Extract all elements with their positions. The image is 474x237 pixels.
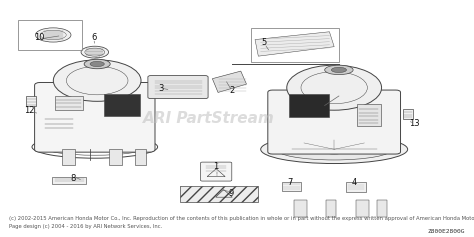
Text: 12: 12	[24, 106, 35, 115]
Bar	[282, 182, 301, 191]
Bar	[135, 149, 146, 165]
Bar	[251, 28, 339, 62]
Text: Page design (c) 2004 - 2016 by ARI Network Services, Inc.: Page design (c) 2004 - 2016 by ARI Netwo…	[9, 224, 162, 229]
Text: 7: 7	[287, 178, 293, 187]
Text: ARI PartStream: ARI PartStream	[143, 111, 274, 126]
Text: !: !	[215, 172, 217, 177]
Bar	[356, 200, 369, 217]
Bar	[18, 20, 82, 50]
Ellipse shape	[261, 135, 408, 164]
Ellipse shape	[90, 61, 104, 67]
FancyBboxPatch shape	[148, 76, 208, 99]
Bar	[62, 149, 75, 165]
Bar	[403, 109, 413, 118]
Bar	[52, 177, 86, 184]
Text: 5: 5	[262, 38, 267, 47]
Text: 2: 2	[229, 86, 235, 95]
Ellipse shape	[325, 65, 353, 75]
Ellipse shape	[36, 28, 71, 42]
Ellipse shape	[81, 46, 109, 58]
Text: 4: 4	[352, 178, 357, 187]
Polygon shape	[212, 71, 246, 92]
Bar	[294, 200, 307, 217]
Bar	[104, 94, 140, 116]
Text: 3: 3	[158, 84, 164, 93]
FancyBboxPatch shape	[35, 82, 155, 152]
Ellipse shape	[319, 145, 349, 154]
Text: 13: 13	[410, 119, 420, 128]
Bar	[109, 149, 122, 165]
Bar	[26, 96, 36, 106]
Text: 9: 9	[228, 189, 234, 198]
Ellipse shape	[287, 65, 382, 110]
Ellipse shape	[276, 139, 392, 160]
Text: 6: 6	[91, 33, 97, 42]
FancyBboxPatch shape	[201, 162, 232, 181]
Text: (c) 2002-2015 American Honda Motor Co., Inc. Reproduction of the contents of thi: (c) 2002-2015 American Honda Motor Co., …	[9, 216, 474, 221]
Text: 1: 1	[213, 162, 219, 171]
Text: Z800E2800G: Z800E2800G	[428, 229, 465, 234]
Ellipse shape	[84, 59, 110, 69]
Bar	[289, 94, 329, 117]
Text: 10: 10	[34, 33, 44, 42]
FancyBboxPatch shape	[268, 90, 401, 154]
Bar	[55, 96, 83, 110]
Bar	[180, 186, 258, 202]
Bar	[326, 200, 336, 217]
Ellipse shape	[53, 60, 141, 101]
Bar	[377, 200, 387, 217]
Bar	[346, 182, 366, 192]
Bar	[357, 104, 381, 126]
Text: 8: 8	[71, 174, 76, 183]
Polygon shape	[255, 32, 334, 56]
Ellipse shape	[331, 67, 346, 73]
